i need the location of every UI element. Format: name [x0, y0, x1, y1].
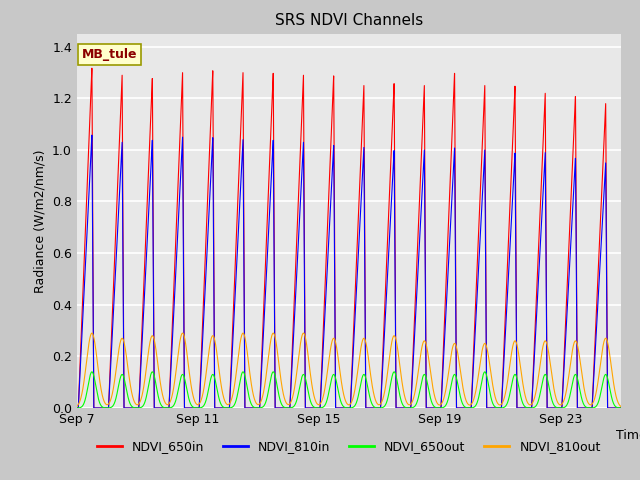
NDVI_810out	[180, 331, 188, 337]
NDVI_650in	[88, 65, 96, 71]
NDVI_650in	[73, 405, 81, 411]
Line: NDVI_810in: NDVI_810in	[77, 135, 621, 408]
NDVI_650out	[617, 405, 625, 411]
NDVI_810out	[73, 403, 81, 409]
NDVI_650in	[95, 405, 103, 411]
NDVI_650out	[180, 372, 188, 378]
NDVI_650in	[76, 382, 83, 387]
NDVI_650in	[588, 405, 596, 411]
NDVI_650in	[617, 405, 625, 411]
NDVI_810in	[180, 270, 188, 276]
NDVI_650out	[76, 405, 83, 411]
NDVI_650in	[106, 384, 113, 390]
NDVI_810in	[339, 405, 347, 411]
NDVI_810out	[588, 401, 596, 407]
NDVI_810in	[95, 405, 103, 411]
NDVI_650in	[180, 238, 188, 244]
NDVI_810out	[269, 330, 277, 336]
Line: NDVI_810out: NDVI_810out	[77, 333, 621, 407]
Y-axis label: Radiance (W/m2/nm/s): Radiance (W/m2/nm/s)	[33, 149, 46, 292]
NDVI_810out	[106, 400, 113, 406]
NDVI_810in	[73, 405, 81, 411]
NDVI_810out	[95, 375, 103, 381]
NDVI_650out	[73, 405, 81, 411]
NDVI_810in	[88, 132, 96, 138]
NDVI_810out	[617, 404, 625, 409]
NDVI_810in	[588, 405, 596, 411]
NDVI_810out	[76, 400, 83, 406]
Text: MB_tule: MB_tule	[82, 48, 138, 61]
NDVI_650out	[339, 403, 347, 408]
NDVI_810out	[339, 387, 347, 393]
Line: NDVI_650in: NDVI_650in	[77, 68, 621, 408]
NDVI_650in	[339, 405, 347, 411]
NDVI_650out	[588, 405, 596, 411]
Line: NDVI_650out: NDVI_650out	[77, 372, 621, 408]
NDVI_810in	[617, 405, 625, 411]
NDVI_650out	[106, 405, 113, 411]
NDVI_650out	[95, 399, 103, 405]
NDVI_810in	[76, 386, 83, 392]
NDVI_650out	[239, 369, 247, 375]
NDVI_810in	[106, 388, 113, 394]
Title: SRS NDVI Channels: SRS NDVI Channels	[275, 13, 423, 28]
Legend: NDVI_650in, NDVI_810in, NDVI_650out, NDVI_810out: NDVI_650in, NDVI_810in, NDVI_650out, NDV…	[92, 435, 605, 458]
X-axis label: Time: Time	[616, 429, 640, 442]
